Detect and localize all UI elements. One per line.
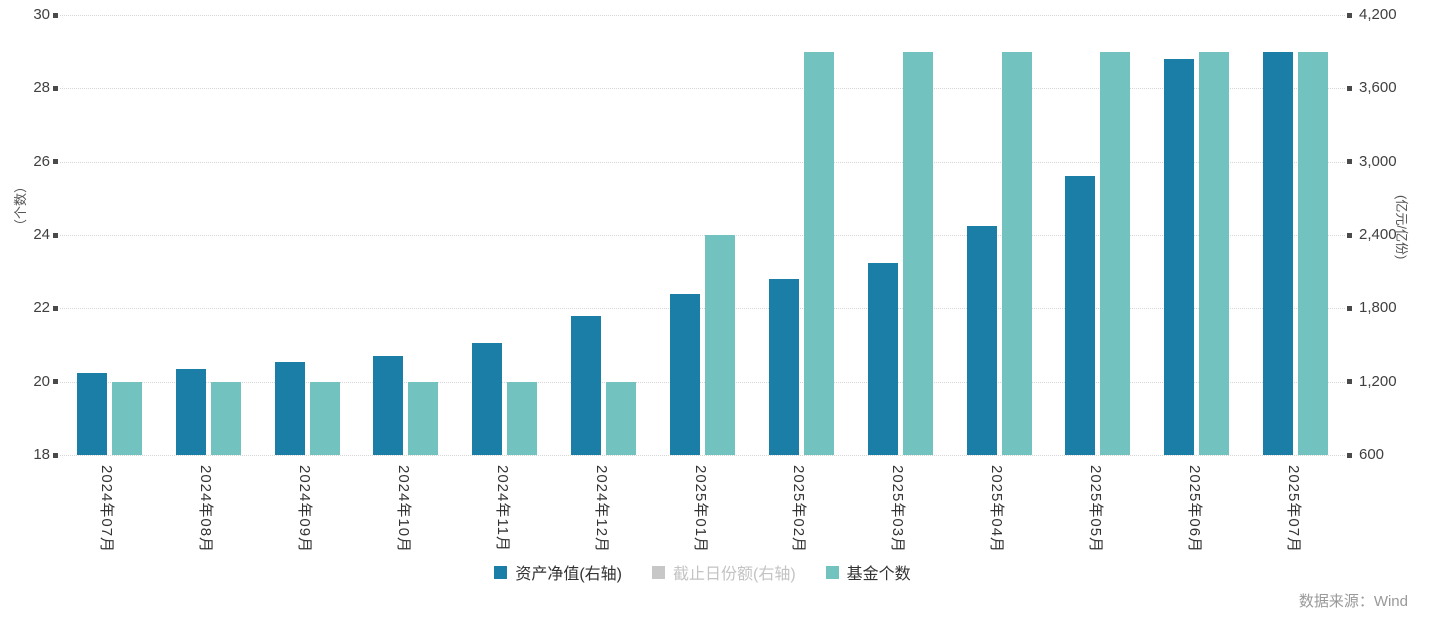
legend-label: 基金个数 bbox=[846, 566, 911, 583]
bar-fund-count bbox=[803, 51, 834, 455]
left-axis-tick-mark bbox=[53, 159, 58, 165]
right-axis-tick-label: 600 bbox=[1359, 446, 1385, 463]
bar-net-asset-value bbox=[571, 315, 602, 455]
bar-net-asset-value bbox=[76, 372, 107, 455]
bar-net-asset-value bbox=[1065, 176, 1096, 455]
left-axis-tick-label: 20 bbox=[33, 372, 50, 390]
right-axis-tick-mark bbox=[1347, 379, 1352, 385]
x-axis-label: 2025年06月 bbox=[1185, 465, 1203, 554]
bar-fund-count bbox=[1199, 51, 1230, 455]
right-axis-tick-label: 3,600 bbox=[1359, 79, 1397, 97]
legend-label: 截止日份额(右轴) bbox=[672, 566, 796, 583]
bar-fund-count bbox=[1100, 51, 1131, 455]
x-axis-label: 2025年01月 bbox=[691, 465, 709, 554]
bar-fund-count bbox=[606, 381, 637, 455]
gridline bbox=[60, 88, 1345, 90]
gridline bbox=[60, 235, 1345, 236]
x-axis-label: 2025年07月 bbox=[1284, 465, 1302, 554]
right-axis-tick-label: 1,800 bbox=[1359, 299, 1397, 317]
legend-item-net-asset-value[interactable]: 资产净值(右轴) bbox=[494, 560, 622, 584]
bar-net-asset-value bbox=[670, 293, 700, 455]
bar-fund-count bbox=[1001, 51, 1032, 455]
bar-fund-count bbox=[408, 381, 439, 455]
bar-fund-count bbox=[705, 235, 735, 455]
right-axis-tick-label: 3,000 bbox=[1359, 152, 1397, 170]
right-axis-title: (亿元/亿份) bbox=[1394, 195, 1409, 260]
bar-fund-count bbox=[309, 381, 340, 455]
legend-swatch-icon bbox=[651, 565, 665, 579]
bar-net-asset-value bbox=[867, 262, 898, 455]
legend-swatch-icon bbox=[494, 565, 508, 579]
right-axis-tick-mark bbox=[1347, 159, 1352, 165]
bar-net-asset-value bbox=[373, 356, 404, 455]
gridline bbox=[60, 381, 1345, 383]
x-axis-label: 2024年10月 bbox=[394, 465, 412, 554]
right-axis-tick-mark bbox=[1347, 232, 1352, 238]
legend-label: 资产净值(右轴) bbox=[515, 566, 622, 583]
legend-item-fund-count[interactable]: 基金个数 bbox=[825, 560, 911, 584]
bar-fund-count bbox=[111, 381, 142, 455]
bar-fund-count bbox=[210, 381, 241, 455]
x-axis-label: 2024年11月 bbox=[493, 465, 511, 552]
gridline bbox=[60, 15, 1345, 16]
left-axis-tick-label: 26 bbox=[33, 152, 50, 170]
bar-net-asset-value bbox=[175, 369, 206, 455]
left-axis-tick-mark bbox=[53, 232, 58, 238]
gridline bbox=[60, 308, 1345, 310]
right-axis-tick-mark bbox=[1347, 85, 1352, 91]
legend-item-cutoff-share[interactable]: 截止日份额(右轴) bbox=[651, 560, 796, 584]
left-axis-tick-label: 30 bbox=[33, 6, 50, 23]
right-axis-tick-label: 2,400 bbox=[1359, 226, 1397, 243]
bar-net-asset-value bbox=[1164, 59, 1195, 455]
x-axis-label: 2025年05月 bbox=[1086, 465, 1104, 554]
right-axis-tick-label: 1,200 bbox=[1359, 372, 1397, 390]
x-axis-label: 2024年07月 bbox=[98, 465, 116, 554]
gridline bbox=[60, 161, 1345, 163]
legend: 资产净值(右轴) 截止日份额(右轴) 基金个数 bbox=[60, 560, 1345, 584]
bar-fund-count bbox=[507, 381, 538, 455]
left-axis-tick-label: 22 bbox=[33, 299, 50, 317]
x-axis-label: 2025年04月 bbox=[988, 465, 1006, 554]
data-source: 数据来源：Wind bbox=[1298, 593, 1408, 610]
bar-net-asset-value bbox=[1263, 51, 1294, 455]
right-axis-tick-mark bbox=[1347, 305, 1352, 311]
x-axis-label: 2024年08月 bbox=[197, 465, 215, 554]
right-axis-tick-mark bbox=[1347, 12, 1352, 18]
right-axis-tick-label: 4,200 bbox=[1359, 6, 1397, 23]
x-axis-label: 2025年03月 bbox=[889, 465, 907, 554]
left-axis-title: （个数） bbox=[13, 179, 28, 232]
right-axis-tick-mark bbox=[1347, 452, 1352, 458]
bar-fund-count bbox=[902, 51, 933, 455]
left-axis-tick-label: 18 bbox=[33, 446, 50, 463]
legend-swatch-icon bbox=[825, 565, 839, 579]
left-axis-tick-mark bbox=[53, 12, 58, 18]
x-axis-label: 2024年12月 bbox=[592, 465, 610, 554]
gridline bbox=[60, 455, 1345, 456]
x-axis-label: 2024年09月 bbox=[296, 465, 314, 554]
left-axis-tick-mark bbox=[53, 305, 58, 311]
bar-net-asset-value bbox=[472, 343, 503, 455]
x-axis-label: 2025年02月 bbox=[790, 465, 808, 554]
left-axis-tick-mark bbox=[53, 379, 58, 385]
left-axis-tick-mark bbox=[53, 452, 58, 458]
bar-net-asset-value bbox=[274, 361, 305, 455]
bar-fund-count bbox=[1298, 51, 1329, 455]
bar-net-asset-value bbox=[966, 226, 997, 455]
left-axis-tick-label: 28 bbox=[33, 79, 50, 97]
bar-net-asset-value bbox=[768, 279, 799, 455]
left-axis-tick-mark bbox=[53, 85, 58, 91]
left-axis-tick-label: 24 bbox=[33, 226, 50, 243]
